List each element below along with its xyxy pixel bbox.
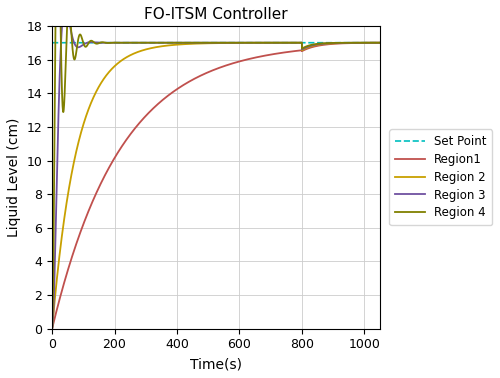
Region 3 xyxy=(49,327,55,331)
Region 2 xyxy=(243,40,249,45)
Title: FO-ITSM Controller: FO-ITSM Controller xyxy=(144,7,288,22)
Region 4 xyxy=(243,40,249,45)
Region 2 xyxy=(299,40,305,45)
Region 4 xyxy=(377,40,383,45)
Region1 xyxy=(258,54,264,59)
Region1 xyxy=(377,40,383,45)
Y-axis label: Liquid Level (cm): Liquid Level (cm) xyxy=(7,118,21,237)
Region 2 xyxy=(168,43,174,48)
Set Point xyxy=(310,40,316,45)
Region 4 xyxy=(49,327,55,331)
Region 2 xyxy=(258,40,264,45)
Region 3 xyxy=(168,40,174,45)
Set Point xyxy=(377,40,383,45)
Line: Region1: Region1 xyxy=(52,43,380,329)
Region 3 xyxy=(377,40,383,45)
Set Point xyxy=(49,40,55,45)
Region 2 xyxy=(377,40,383,45)
Region1 xyxy=(168,91,174,96)
Legend: Set Point, Region1, Region 2, Region 3, Region 4: Set Point, Region1, Region 2, Region 3, … xyxy=(389,130,492,225)
Set Point xyxy=(258,40,264,45)
Region 2 xyxy=(310,43,316,48)
Set Point xyxy=(66,40,71,45)
Region 4 xyxy=(168,40,174,45)
Region1 xyxy=(292,49,298,53)
Region 4 xyxy=(258,40,264,45)
Region1 xyxy=(310,45,316,49)
Region 3 xyxy=(62,4,68,9)
Region 3 xyxy=(258,40,264,45)
Region 3 xyxy=(292,40,298,45)
Region 2 xyxy=(49,327,55,331)
Region1 xyxy=(49,327,55,331)
Region1 xyxy=(243,57,249,62)
Region 4 xyxy=(310,42,316,47)
Region 2 xyxy=(66,188,71,193)
Line: Region 4: Region 4 xyxy=(52,0,380,329)
Set Point xyxy=(168,40,174,45)
Line: Region 3: Region 3 xyxy=(52,6,380,329)
Region1 xyxy=(66,265,71,270)
Region 3 xyxy=(66,16,71,21)
Set Point xyxy=(243,40,249,45)
Line: Region 2: Region 2 xyxy=(52,43,380,329)
X-axis label: Time(s): Time(s) xyxy=(190,357,242,371)
Region 4 xyxy=(66,7,71,11)
Region 4 xyxy=(292,40,298,45)
Region 3 xyxy=(243,40,249,45)
Region 3 xyxy=(310,43,316,48)
Set Point xyxy=(292,40,298,45)
Region 2 xyxy=(292,40,298,45)
